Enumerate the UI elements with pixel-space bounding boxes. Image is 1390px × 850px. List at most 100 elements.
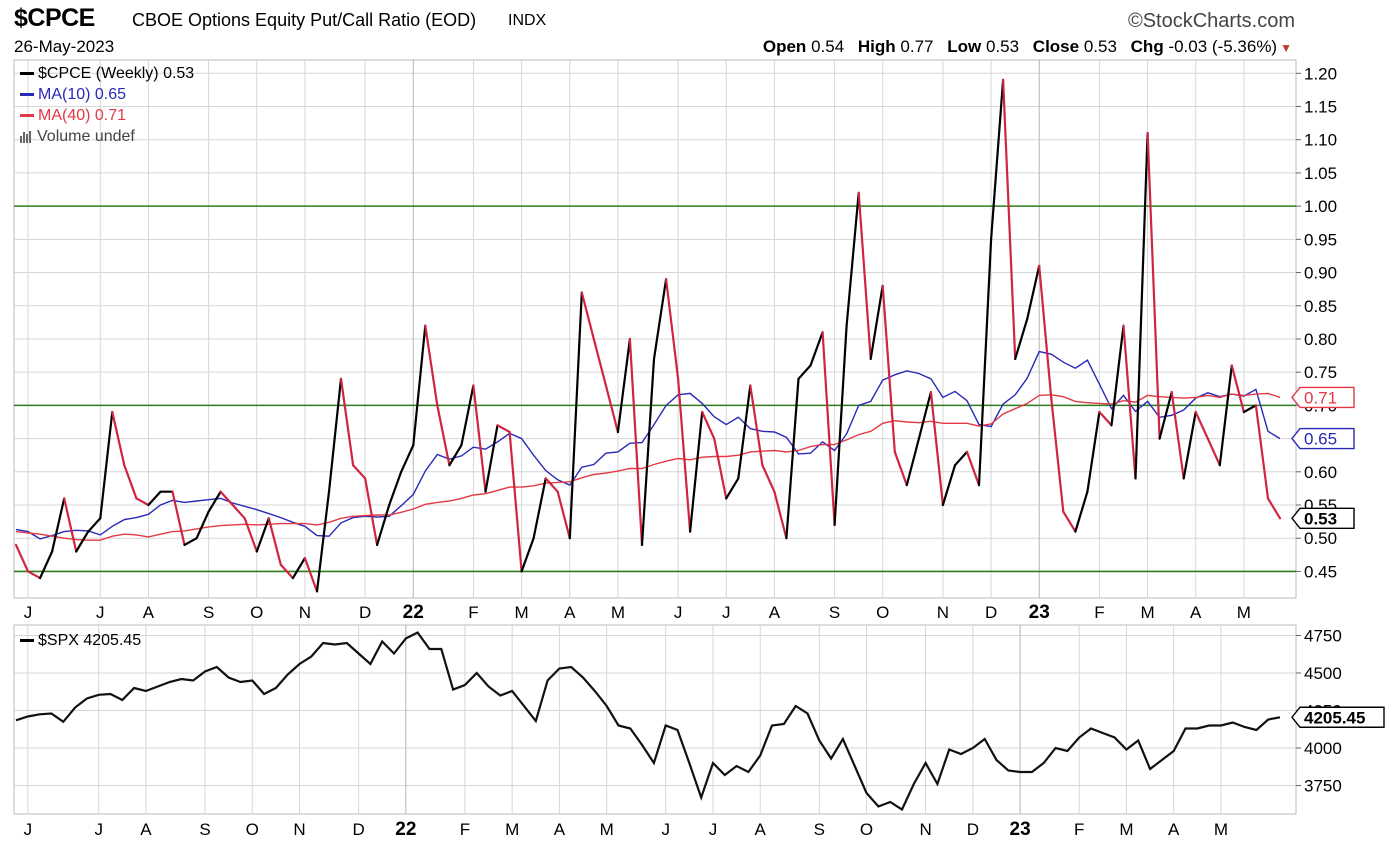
cpce-ytick-label: 0.80	[1304, 330, 1337, 349]
cpce-xtick-label: J	[24, 603, 33, 622]
cpce-series-segment	[857, 191, 872, 360]
spx-close-price-tag-box	[1291, 706, 1385, 728]
legend-swatch-spx	[20, 639, 34, 642]
cpce-series-segment	[123, 464, 138, 500]
spx-ytick-label: 4500	[1304, 664, 1342, 683]
spx-xtick-label: N	[293, 820, 305, 839]
spx-ytick-label: 3750	[1304, 777, 1342, 796]
cpce-xtick-label: N	[299, 603, 311, 622]
spx-close-price-tag: 4205.45	[1304, 708, 1365, 727]
symbol-title: $CPCE	[14, 4, 95, 32]
cpce-ytick-label: 1.05	[1304, 164, 1337, 183]
cpce-series-segment	[508, 430, 523, 573]
cpce-series-segment	[99, 410, 114, 520]
spx-ytick-label: 4750	[1304, 627, 1342, 646]
cpce-series-segment	[472, 384, 487, 493]
cpce-series-segment	[917, 391, 933, 440]
high-value: 0.77	[900, 37, 934, 56]
cpce-series-segment	[929, 391, 945, 507]
ma10-price-tag: 0.65	[1304, 430, 1337, 449]
cpce-series-segment	[255, 517, 270, 553]
cpce-series-segment	[1134, 132, 1149, 480]
cpce-xtick-label: J	[674, 603, 683, 622]
cpce-series-segment	[424, 324, 439, 407]
cpce-series-segment	[568, 291, 583, 540]
cpce-series-segment	[737, 384, 752, 480]
cpce-series-segment	[640, 357, 656, 547]
spx-xtick-label: A	[755, 820, 767, 839]
cpce-series-segment	[556, 490, 571, 540]
cpce-series-segment	[50, 497, 66, 553]
cpce-xtick-label: S	[203, 603, 214, 622]
cpce-series-segment	[243, 517, 258, 553]
cpce-series-segment	[496, 424, 511, 434]
close-value: 0.53	[1083, 37, 1117, 56]
legend-swatch-ma10	[20, 93, 34, 96]
cpce-series-segment	[520, 537, 535, 573]
chg-label: Chg	[1130, 37, 1164, 56]
cpce-series-segment	[436, 404, 451, 467]
spx-xtick-label: F	[1074, 820, 1084, 839]
cpce-xtick-label: D	[985, 603, 997, 622]
cpce-xtick-label: S	[829, 603, 840, 622]
cpce-series-segment	[580, 291, 595, 341]
cpce-series-segment	[231, 503, 246, 520]
cpce-series-segment	[195, 510, 210, 540]
cpce-series-segment	[26, 570, 42, 580]
cpce-series-segment	[75, 530, 90, 553]
spx-xtick-label: D	[352, 820, 364, 839]
cpce-series-segment	[1230, 364, 1246, 414]
cpce-series-segment	[1218, 364, 1233, 467]
cpce-xtick-label: N	[937, 603, 949, 622]
top-legend: $CPCE (Weekly) 0.53 MA(10) 0.65 MA(40) 0…	[20, 63, 194, 147]
spx-xtick-label: J	[24, 820, 33, 839]
cpce-series-segment	[183, 537, 198, 547]
cpce-series-segment	[14, 543, 30, 573]
cpce-series-segment	[1038, 264, 1053, 400]
cpce-xtick-label: O	[876, 603, 889, 622]
legend-ma10: MA(10) 0.65	[20, 84, 194, 105]
cpce-ytick-label: 1.15	[1304, 97, 1337, 116]
legend-swatch-cpce	[20, 72, 34, 75]
cpce-series-segment	[219, 490, 234, 507]
high-label: High	[857, 37, 896, 56]
cpce-series-segment	[207, 490, 222, 513]
stockcharts-credit[interactable]: ©StockCharts.com	[1127, 10, 1295, 32]
cpce-series-segment	[785, 377, 800, 540]
symbol-description: CBOE Options Equity Put/Call Ratio (EOD)	[132, 10, 477, 30]
legend-ma40-label: MA(40) 0.71	[38, 107, 127, 124]
cpce-series-segment	[1001, 78, 1017, 360]
cpce-series-segment	[484, 424, 499, 493]
cpce-ytick-label: 1.00	[1304, 197, 1337, 216]
cpce-series-segment	[352, 464, 367, 480]
spx-xtick-label: 22	[395, 819, 416, 840]
cpce-ytick-label: 0.50	[1304, 529, 1337, 548]
cpce-series-segment	[1146, 132, 1161, 440]
ma40-price-tag: 0.71	[1304, 388, 1337, 407]
cpce-series-segment	[821, 331, 836, 527]
spx-xtick-label: M	[1214, 820, 1228, 839]
spx-xtick-label: O	[246, 820, 259, 839]
legend-spx-label: $SPX 4205.45	[38, 632, 142, 649]
spx-xtick-label: M	[600, 820, 614, 839]
cpce-series-segment	[400, 444, 415, 473]
cpce-xtick-label: A	[564, 603, 576, 622]
cpce-series-segment	[869, 284, 884, 360]
cpce-xtick-label: J	[96, 603, 105, 622]
cpce-series-segment	[1158, 391, 1173, 440]
legend-cpce: $CPCE (Weekly) 0.53	[20, 63, 194, 84]
cpce-series-segment	[616, 337, 632, 434]
cpce-series-segment	[1110, 324, 1125, 427]
close-label: Close	[1032, 37, 1080, 56]
legend-ma40: MA(40) 0.71	[20, 105, 194, 126]
low-label: Low	[947, 37, 982, 56]
cpce-xtick-label: F	[1094, 603, 1104, 622]
cpce-xtick-label: A	[1190, 603, 1202, 622]
cpce-series-segment	[315, 490, 331, 593]
cpce-series-segment	[1062, 510, 1077, 533]
cpce-series-segment	[749, 384, 764, 467]
cpce-series-segment	[1242, 404, 1258, 414]
cpce-series-segment	[111, 410, 126, 467]
cpce-series-segment	[1026, 264, 1041, 321]
spx-xtick-label: N	[919, 820, 931, 839]
